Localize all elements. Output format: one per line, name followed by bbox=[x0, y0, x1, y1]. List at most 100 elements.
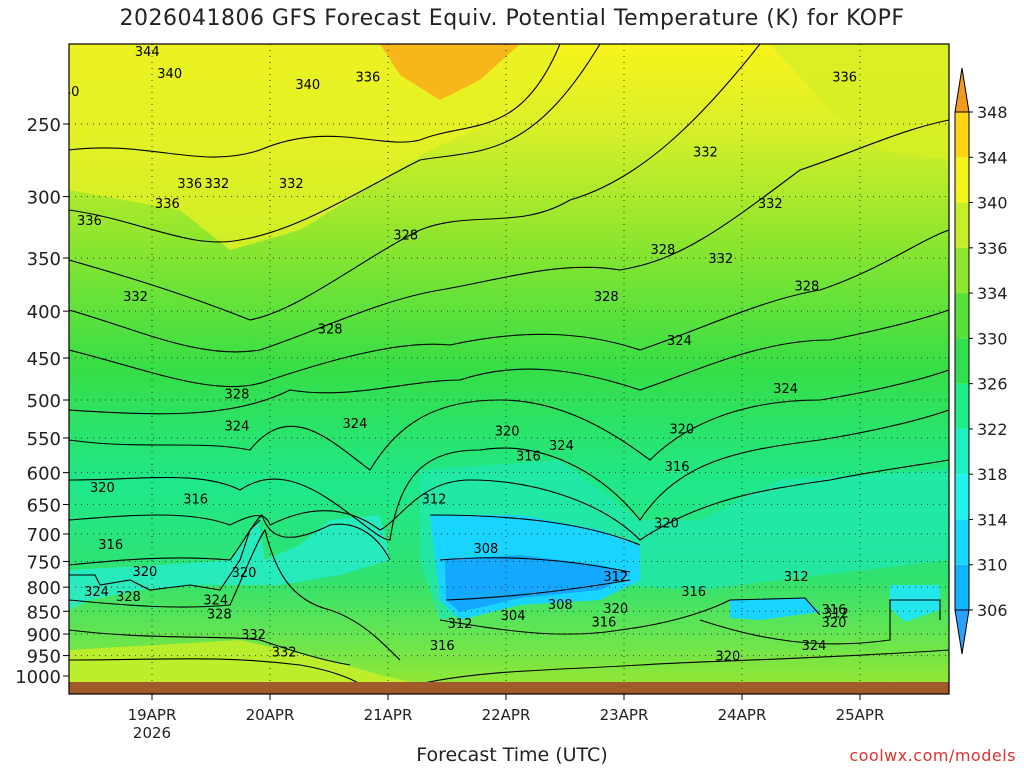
contour-label: 320 bbox=[669, 422, 694, 437]
contour-label: 324 bbox=[773, 382, 798, 397]
colorbar-segment bbox=[955, 564, 969, 610]
contour-label: 328 bbox=[116, 590, 141, 605]
colorbar-low-arrow bbox=[954, 609, 970, 655]
contour-label: 324 bbox=[667, 334, 692, 349]
contour-label: 328 bbox=[594, 290, 619, 305]
colorbar-label: 318 bbox=[977, 465, 1008, 484]
x-tick-label: 24APR bbox=[718, 706, 767, 724]
contour-label: 316 bbox=[681, 585, 706, 600]
contour-label: 332 bbox=[123, 290, 148, 305]
x-tick-label: 21APR bbox=[364, 706, 413, 724]
low-level-cool-region-east bbox=[730, 598, 820, 620]
contour-line bbox=[69, 119, 949, 353]
colorbar-segment bbox=[955, 383, 969, 429]
ground-strip bbox=[69, 682, 949, 694]
y-tick-label: 950 bbox=[27, 647, 61, 668]
contour-label: 332 bbox=[693, 146, 718, 161]
colorbar-segment bbox=[955, 428, 969, 475]
contour-line bbox=[69, 459, 949, 541]
contour-label: 316 bbox=[516, 450, 541, 465]
y-tick-label: 650 bbox=[27, 495, 61, 516]
contour-label: 312 bbox=[603, 570, 628, 585]
contour-label: 328 bbox=[794, 279, 819, 294]
colorbar-segment bbox=[955, 157, 969, 203]
colorbar-label: 340 bbox=[977, 194, 1008, 213]
contour-label: 336 bbox=[832, 71, 857, 86]
contour-label: 316 bbox=[98, 538, 123, 553]
y-tick-label: 450 bbox=[27, 349, 61, 370]
colorbar-label: 334 bbox=[977, 284, 1008, 303]
contour-label: 312 bbox=[824, 607, 849, 622]
x-tick-label: 19APR bbox=[128, 706, 177, 724]
colorbar-segment bbox=[955, 247, 969, 294]
contour-label: 312 bbox=[784, 570, 809, 585]
contour-label: 324 bbox=[802, 639, 827, 654]
contour-label: 324 bbox=[343, 417, 368, 432]
contour-label: 328 bbox=[651, 243, 676, 258]
x-tick-label: 25APR bbox=[836, 706, 885, 724]
colorbar-label: 326 bbox=[977, 375, 1008, 394]
colorbar-label: 344 bbox=[977, 148, 1008, 167]
warm-upper-region-east bbox=[770, 44, 949, 160]
y-tick-label: 700 bbox=[27, 525, 61, 546]
pressure-axis: 2503003504004505005506006507007508008509… bbox=[15, 115, 69, 688]
colorbar-frame bbox=[954, 111, 970, 611]
contour-label: 328 bbox=[393, 229, 418, 244]
x-tick-label: 22APR bbox=[482, 706, 531, 724]
colorbar-high-arrow bbox=[954, 67, 970, 113]
x-tick-label: 23APR bbox=[600, 706, 649, 724]
contour-label: 324 bbox=[549, 439, 574, 454]
colorbar: 306 310 314 318 322 326 330 334 336 340 344 348 bbox=[954, 67, 1008, 655]
contour-lines bbox=[69, 44, 949, 685]
contour-label: 340 bbox=[157, 67, 182, 82]
y-tick-label: 850 bbox=[27, 602, 61, 623]
contour-line bbox=[69, 369, 949, 471]
colorbar-label: 322 bbox=[977, 420, 1008, 439]
colorbar-label: 314 bbox=[977, 510, 1008, 529]
y-tick-label: 800 bbox=[27, 578, 61, 599]
contour-line bbox=[69, 309, 949, 415]
contour-label: 336 bbox=[155, 197, 180, 212]
contour-label: 332 bbox=[241, 628, 266, 643]
contour-label: 312 bbox=[448, 617, 473, 632]
contour-label: 320 bbox=[232, 566, 257, 581]
y-tick-label: 550 bbox=[27, 429, 61, 450]
contour-label: 312 bbox=[422, 492, 447, 507]
contour-line bbox=[699, 599, 941, 645]
y-tick-label: 750 bbox=[27, 552, 61, 573]
x-axis-title: Forecast Time (UTC) bbox=[416, 744, 608, 766]
source-credit: coolwx.com/models bbox=[849, 746, 1016, 765]
contour-line bbox=[69, 514, 391, 566]
colorbar-segment bbox=[955, 293, 969, 339]
contour-label: 316 bbox=[665, 460, 690, 475]
contour-line bbox=[445, 579, 631, 601]
contour-label: 340 bbox=[55, 85, 80, 100]
contour-label: 328 bbox=[207, 608, 232, 623]
contour-label: 336 bbox=[177, 177, 202, 192]
contour-line bbox=[69, 519, 261, 591]
contour-line bbox=[69, 44, 561, 158]
plot-frame bbox=[68, 43, 950, 695]
contour-label: 308 bbox=[474, 542, 499, 557]
colorbar-segment bbox=[955, 338, 969, 384]
colorbar-segment bbox=[955, 519, 969, 565]
contour-label: 316 bbox=[592, 615, 617, 630]
contour-label: 328 bbox=[318, 323, 343, 338]
pressure-gridlines bbox=[69, 44, 949, 694]
contour-label: 320 bbox=[822, 616, 847, 631]
contour-label: 336 bbox=[356, 71, 381, 86]
y-tick-label: 600 bbox=[27, 464, 61, 485]
contour-line bbox=[69, 44, 761, 321]
contour-label: 320 bbox=[495, 425, 520, 440]
contour-label: 308 bbox=[548, 598, 573, 613]
surface-warm-region bbox=[69, 640, 420, 684]
colorbar-segment bbox=[955, 112, 969, 158]
contour-label: 344 bbox=[135, 45, 160, 60]
colorbar-segment bbox=[955, 474, 969, 520]
contour-label: 332 bbox=[279, 177, 304, 192]
y-tick-label: 350 bbox=[27, 249, 61, 270]
contour-label: 332 bbox=[708, 252, 733, 267]
